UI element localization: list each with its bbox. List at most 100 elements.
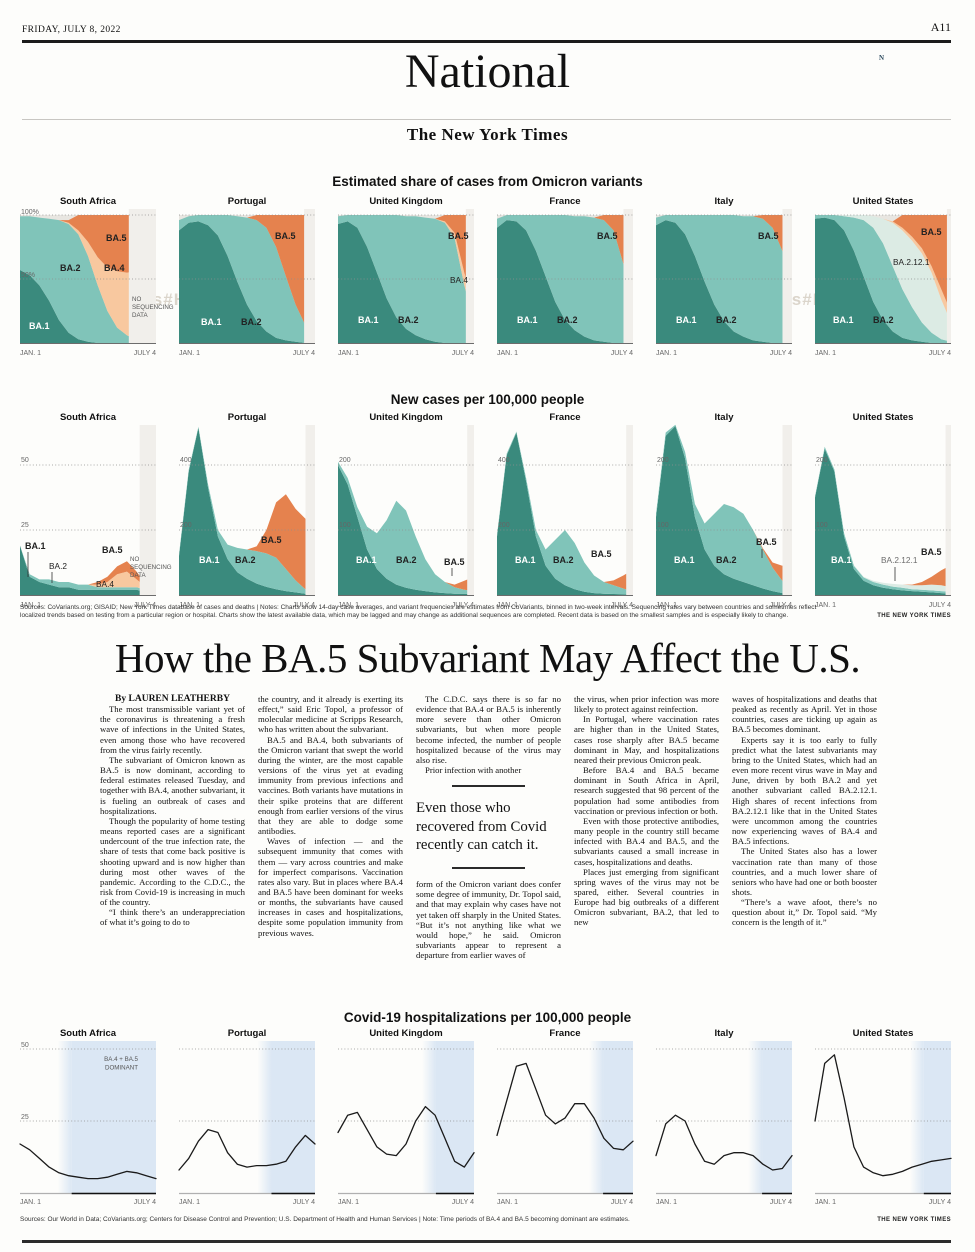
chart-label: 50	[21, 457, 29, 464]
chart-country-title: South Africa	[59, 196, 117, 207]
pull-quote-rule	[452, 785, 525, 788]
chart-label: 25	[21, 1114, 29, 1121]
chart-label: JAN. 1	[338, 1199, 359, 1206]
chart-label: 100	[816, 522, 828, 529]
chart-label: 200	[657, 457, 669, 464]
chart-label: JAN. 1	[497, 350, 518, 357]
chart-svg: BA.4 + BA.5 DOMINANT 50 25 JAN. 1 JULY 4	[19, 1041, 157, 1206]
chart-row-share: South Africa 100% 50% BA.5 BA.2 BA.4 BA.1 NO SEQ…	[20, 196, 951, 361]
masthead: The New York Times	[406, 125, 569, 144]
masthead-rule	[22, 119, 951, 120]
chart-label: BA.2	[60, 263, 81, 273]
chart-label: JAN. 1	[656, 602, 677, 609]
chart-panel-united-kingdom: United Kingdom JAN. 1 JULY 4	[337, 1028, 475, 1207]
chart-label: BA.5	[261, 535, 282, 545]
chart-label: JULY 4	[293, 1199, 315, 1206]
chart-label: JULY 4	[134, 1199, 156, 1206]
chart-label: BA.4	[104, 263, 125, 273]
article-paragraph: BA.5 and BA.4, both subvariants of the O…	[258, 734, 403, 837]
chart-label: BA.5	[591, 549, 612, 559]
chart-label: BA.1	[833, 315, 854, 325]
chart-country-title: France	[549, 412, 581, 423]
charts-source-note: Sources: CoVariants.org; GISAID; New Yor…	[20, 604, 951, 620]
chart-label: BA.5	[444, 557, 465, 567]
chart-label: JAN. 1	[656, 350, 677, 357]
nyt-credit: THE NEW YORK TIMES	[877, 1217, 951, 1223]
article-body: By LAUREN LEATHERBY The most transmissibl…	[100, 694, 878, 1000]
chart-svg: JAN. 1 JULY 4	[496, 1041, 634, 1206]
article-paragraph: form of the Omicron variant does confer …	[416, 879, 561, 961]
chart-svg: 200 100 BA.1 BA.2.12.1BA.5 JAN. 1 JULY 4	[815, 425, 951, 609]
article-paragraph: The most transmissible variant yet of th…	[100, 704, 245, 755]
chart-label: 100%	[21, 209, 39, 216]
chart-svg: BA.1 BA.2 BA.4 BA.5 JAN. 1 JULY 4	[338, 209, 474, 357]
chart-panel-united-states: United States BA.1 BA.2 BA.2.12.1 BA.5 JAN. 1…	[815, 196, 951, 361]
chart-label: JULY 4	[770, 602, 792, 609]
chart-label: 200	[339, 457, 351, 464]
chart-label: BA.1	[515, 555, 536, 565]
chart-panel-france: France JAN. 1 JULY 4	[496, 1028, 634, 1207]
chart-label: BA.1	[676, 315, 697, 325]
chart-country-title: United Kingdom	[369, 196, 443, 207]
chart-label: BA.5	[758, 231, 779, 241]
chart-label: BA.2	[553, 555, 574, 565]
chart-label: DOMINANT	[105, 1065, 138, 1072]
chart-label: BA.2	[235, 555, 256, 565]
pull-quote-rule	[452, 867, 525, 870]
chart-country-title: Portugal	[227, 1028, 267, 1039]
chart-label: BA.1	[356, 555, 377, 565]
source-text: Sources: CoVariants.org; GISAID; New Yor…	[20, 604, 817, 620]
chart-label: BA.4 + BA.5	[104, 1056, 138, 1063]
chart-label: BA.1	[29, 321, 50, 331]
chart-svg: BA.1 BA.2 BA.5 JAN. 1 JULY 4	[179, 209, 315, 357]
chart-panel-france: France BA.1 BA.2 BA.5 JAN. 1 JULY 4	[497, 196, 633, 361]
chart-country-title: Italy	[714, 412, 734, 423]
chart-country-title: United States	[852, 196, 914, 207]
chart-label: JAN. 1	[497, 1199, 518, 1206]
chart-panel-south-africa: South Africa 100% 50% BA.5 BA.2 BA.4 BA.1 NO SEQ…	[20, 196, 174, 361]
chart-svg: JAN. 1 JULY 4	[655, 1041, 793, 1206]
chart-label: JAN. 1	[497, 602, 518, 609]
chart-label: JULY 4	[452, 602, 474, 609]
chart-label: 400	[498, 457, 510, 464]
article-paragraph: Even with those protective antibodies, m…	[574, 815, 719, 867]
byline: By LAUREN LEATHERBY	[115, 694, 230, 704]
article-paragraph: the virus, when prior infection was more…	[574, 694, 719, 715]
chart-label: BA.2	[396, 555, 417, 565]
chart-label: NO	[130, 556, 139, 563]
chart-label: BA.2	[873, 315, 894, 325]
chart-svg: BA.1 BA.2 BA.2.12.1 BA.5 JAN. 1 JULY 4	[815, 209, 951, 357]
nyt-credit: THE NEW YORK TIMES	[877, 613, 951, 620]
chart-label: 200	[180, 522, 192, 529]
chart-label: SEQUENCING	[132, 304, 174, 311]
article-column-2: the country, and it already is exerting …	[258, 694, 403, 1000]
chart-label: JULY 4	[452, 350, 474, 357]
chart-label: 200	[816, 457, 828, 464]
page-number: A11	[930, 20, 951, 34]
chart-label: BA.2	[557, 315, 578, 325]
chart-label: JAN. 1	[338, 602, 359, 609]
chart-country-title: Italy	[714, 1028, 734, 1039]
chart-svg: 200 100 BA.1 BA.2 BA.5 JAN. 1 JULY 4	[656, 424, 792, 609]
chart-panel-france: France 400 200 BA.1 BA.2 BA.5 JAN. 1 JULY 4	[497, 412, 633, 611]
chart-label: BA.4	[450, 275, 468, 285]
article-column-3: The C.D.C. says there is so far no evide…	[416, 694, 561, 1000]
chart-country-title: Italy	[714, 196, 734, 207]
chart-label: BA.5	[597, 231, 618, 241]
chart-label: BA.1	[25, 541, 46, 551]
chart-label: BA.5	[102, 545, 123, 555]
chart-label: 400	[180, 457, 192, 464]
chart-label: BA.5	[448, 231, 469, 241]
chart-label: 100	[657, 522, 669, 529]
chart-svg: BA.1 BA.2 BA.5 JAN. 1 JULY 4	[656, 209, 792, 357]
article-paragraph: The subvariant of Omicron known as BA.5 …	[100, 754, 245, 816]
chart-country-title: France	[549, 196, 581, 207]
chart-label: NO	[132, 296, 141, 303]
chart-country-title: Portugal	[227, 196, 267, 207]
article-paragraph: the country, and it already is exerting …	[258, 694, 403, 735]
article-column-4: the virus, when prior infection was more…	[574, 694, 719, 1000]
chart-label: BA.2	[398, 315, 419, 325]
chart-label: 25	[21, 522, 29, 529]
